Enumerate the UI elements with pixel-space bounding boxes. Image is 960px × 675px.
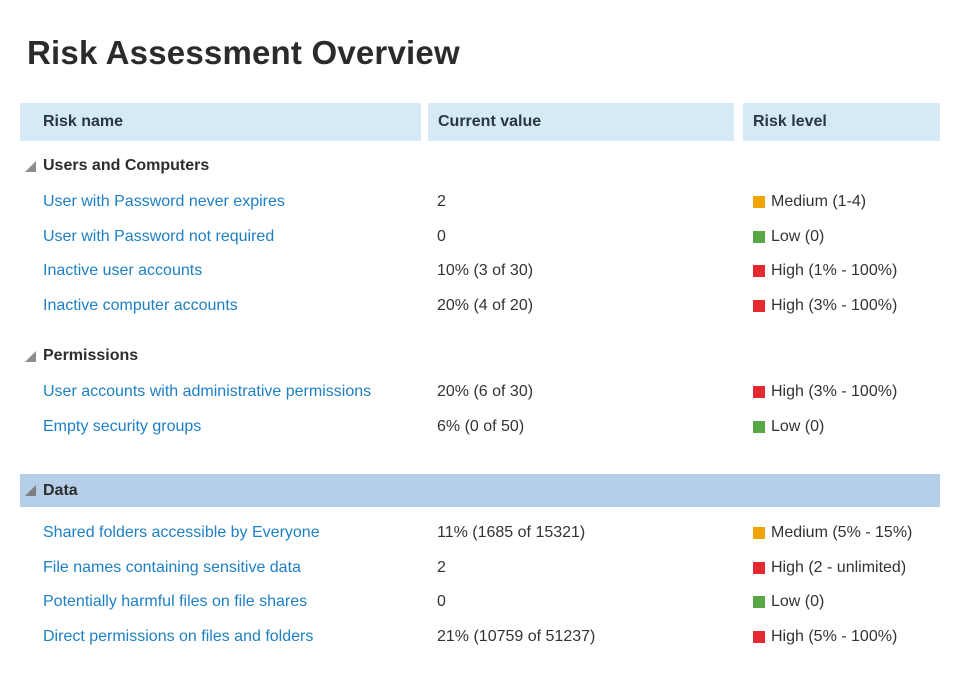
risk-level-text: Low (0): [771, 593, 825, 611]
risk-name-link[interactable]: Inactive user accounts: [43, 262, 203, 280]
risk-level-text: High (5% - 100%): [771, 627, 898, 645]
risk-level-cell: Low (0): [753, 228, 940, 246]
current-value: 2: [437, 193, 446, 211]
current-value: 21% (10759 of 51237): [437, 627, 596, 645]
risk-level-cell: Low (0): [753, 418, 940, 436]
current-value: 20% (4 of 20): [437, 296, 534, 314]
collapse-triangle-icon[interactable]: [25, 485, 36, 496]
group-row-permissions[interactable]: Permissions: [20, 342, 940, 370]
group-rows-data: Shared folders accessible by Everyone 11…: [20, 516, 940, 654]
risk-level-text: High (3% - 100%): [771, 296, 898, 314]
risk-level-text: Medium (5% - 15%): [771, 524, 913, 542]
current-value: 10% (3 of 30): [437, 262, 534, 280]
risk-name-link[interactable]: Direct permissions on files and folders: [43, 627, 314, 645]
risk-table: Risk name Current value Risk level Users…: [20, 103, 940, 654]
risk-level-square-icon: [753, 420, 765, 433]
risk-level-cell: Low (0): [753, 593, 940, 611]
risk-level-cell: High (1% - 100%): [753, 262, 940, 280]
risk-level-square-icon: [753, 596, 765, 609]
risk-name-link[interactable]: Shared folders accessible by Everyone: [43, 524, 320, 542]
group-label: Data: [43, 481, 78, 499]
collapse-triangle-icon[interactable]: [25, 160, 36, 172]
risk-level-square-icon: [753, 299, 765, 312]
group-label: Users and Computers: [43, 157, 210, 174]
risk-name-link[interactable]: Potentially harmful files on file shares: [43, 593, 308, 611]
column-divider: [734, 103, 743, 141]
risk-level-text: Low (0): [771, 227, 825, 245]
risk-name-link[interactable]: Inactive computer accounts: [43, 296, 238, 314]
group-rows-permissions: User accounts with administrative permis…: [20, 375, 940, 444]
risk-level-text: High (3% - 100%): [771, 383, 898, 401]
column-header-risk-level[interactable]: Risk level: [743, 103, 940, 141]
current-value: 2: [437, 558, 446, 576]
risk-level-square-icon: [753, 196, 765, 209]
risk-level-square-icon: [753, 561, 765, 574]
table-row: Inactive user accounts 10% (3 of 30) Hig…: [20, 254, 940, 289]
table-row: Shared folders accessible by Everyone 11…: [20, 516, 940, 551]
risk-name-link[interactable]: User with Password not required: [43, 227, 275, 245]
risk-level-cell: Medium (5% - 15%): [753, 524, 940, 542]
column-header-risk-name[interactable]: Risk name: [20, 103, 421, 141]
risk-level-square-icon: [753, 630, 765, 643]
risk-level-cell: High (3% - 100%): [753, 297, 940, 315]
risk-name-link[interactable]: File names containing sensitive data: [43, 558, 301, 576]
current-value: 20% (6 of 30): [437, 383, 534, 401]
group-row-data[interactable]: Data: [20, 474, 940, 507]
current-value: 6% (0 of 50): [437, 417, 525, 435]
risk-level-cell: High (5% - 100%): [753, 628, 940, 646]
risk-level-square-icon: [753, 386, 765, 399]
table-row: Inactive computer accounts 20% (4 of 20)…: [20, 289, 940, 324]
risk-level-text: Medium (1-4): [771, 193, 867, 211]
table-header: Risk name Current value Risk level: [20, 103, 940, 141]
table-row: Potentially harmful files on file shares…: [20, 585, 940, 620]
risk-name-link[interactable]: User accounts with administrative permis…: [43, 383, 372, 401]
table-row: User with Password never expires 2 Mediu…: [20, 185, 940, 220]
current-value: 0: [437, 227, 446, 245]
current-value: 11% (1685 of 15321): [437, 524, 586, 542]
table-row: Empty security groups 6% (0 of 50) Low (…: [20, 410, 940, 445]
group-label: Permissions: [43, 347, 139, 364]
risk-level-text: Low (0): [771, 417, 825, 435]
column-divider: [421, 103, 428, 141]
collapse-triangle-icon[interactable]: [25, 350, 36, 362]
risk-level-cell: Medium (1-4): [753, 193, 940, 211]
risk-level-cell: High (2 - unlimited): [753, 559, 940, 577]
risk-level-square-icon: [753, 230, 765, 243]
table-row: User with Password not required 0 Low (0…: [20, 220, 940, 255]
risk-name-link[interactable]: Empty security groups: [43, 417, 202, 435]
risk-level-square-icon: [753, 265, 765, 278]
column-header-current-value[interactable]: Current value: [428, 103, 734, 141]
group-row-users-and-computers[interactable]: Users and Computers: [20, 152, 940, 180]
risk-level-cell: High (3% - 100%): [753, 383, 940, 401]
page-title: Risk Assessment Overview: [27, 34, 460, 71]
risk-level-square-icon: [753, 527, 765, 540]
risk-level-text: High (1% - 100%): [771, 262, 898, 280]
table-row: User accounts with administrative permis…: [20, 375, 940, 410]
table-row: File names containing sensitive data 2 H…: [20, 551, 940, 586]
current-value: 0: [437, 593, 446, 611]
risk-level-text: High (2 - unlimited): [771, 558, 907, 576]
table-row: Direct permissions on files and folders …: [20, 620, 940, 655]
risk-name-link[interactable]: User with Password never expires: [43, 193, 285, 211]
group-rows-users-and-computers: User with Password never expires 2 Mediu…: [20, 185, 940, 323]
